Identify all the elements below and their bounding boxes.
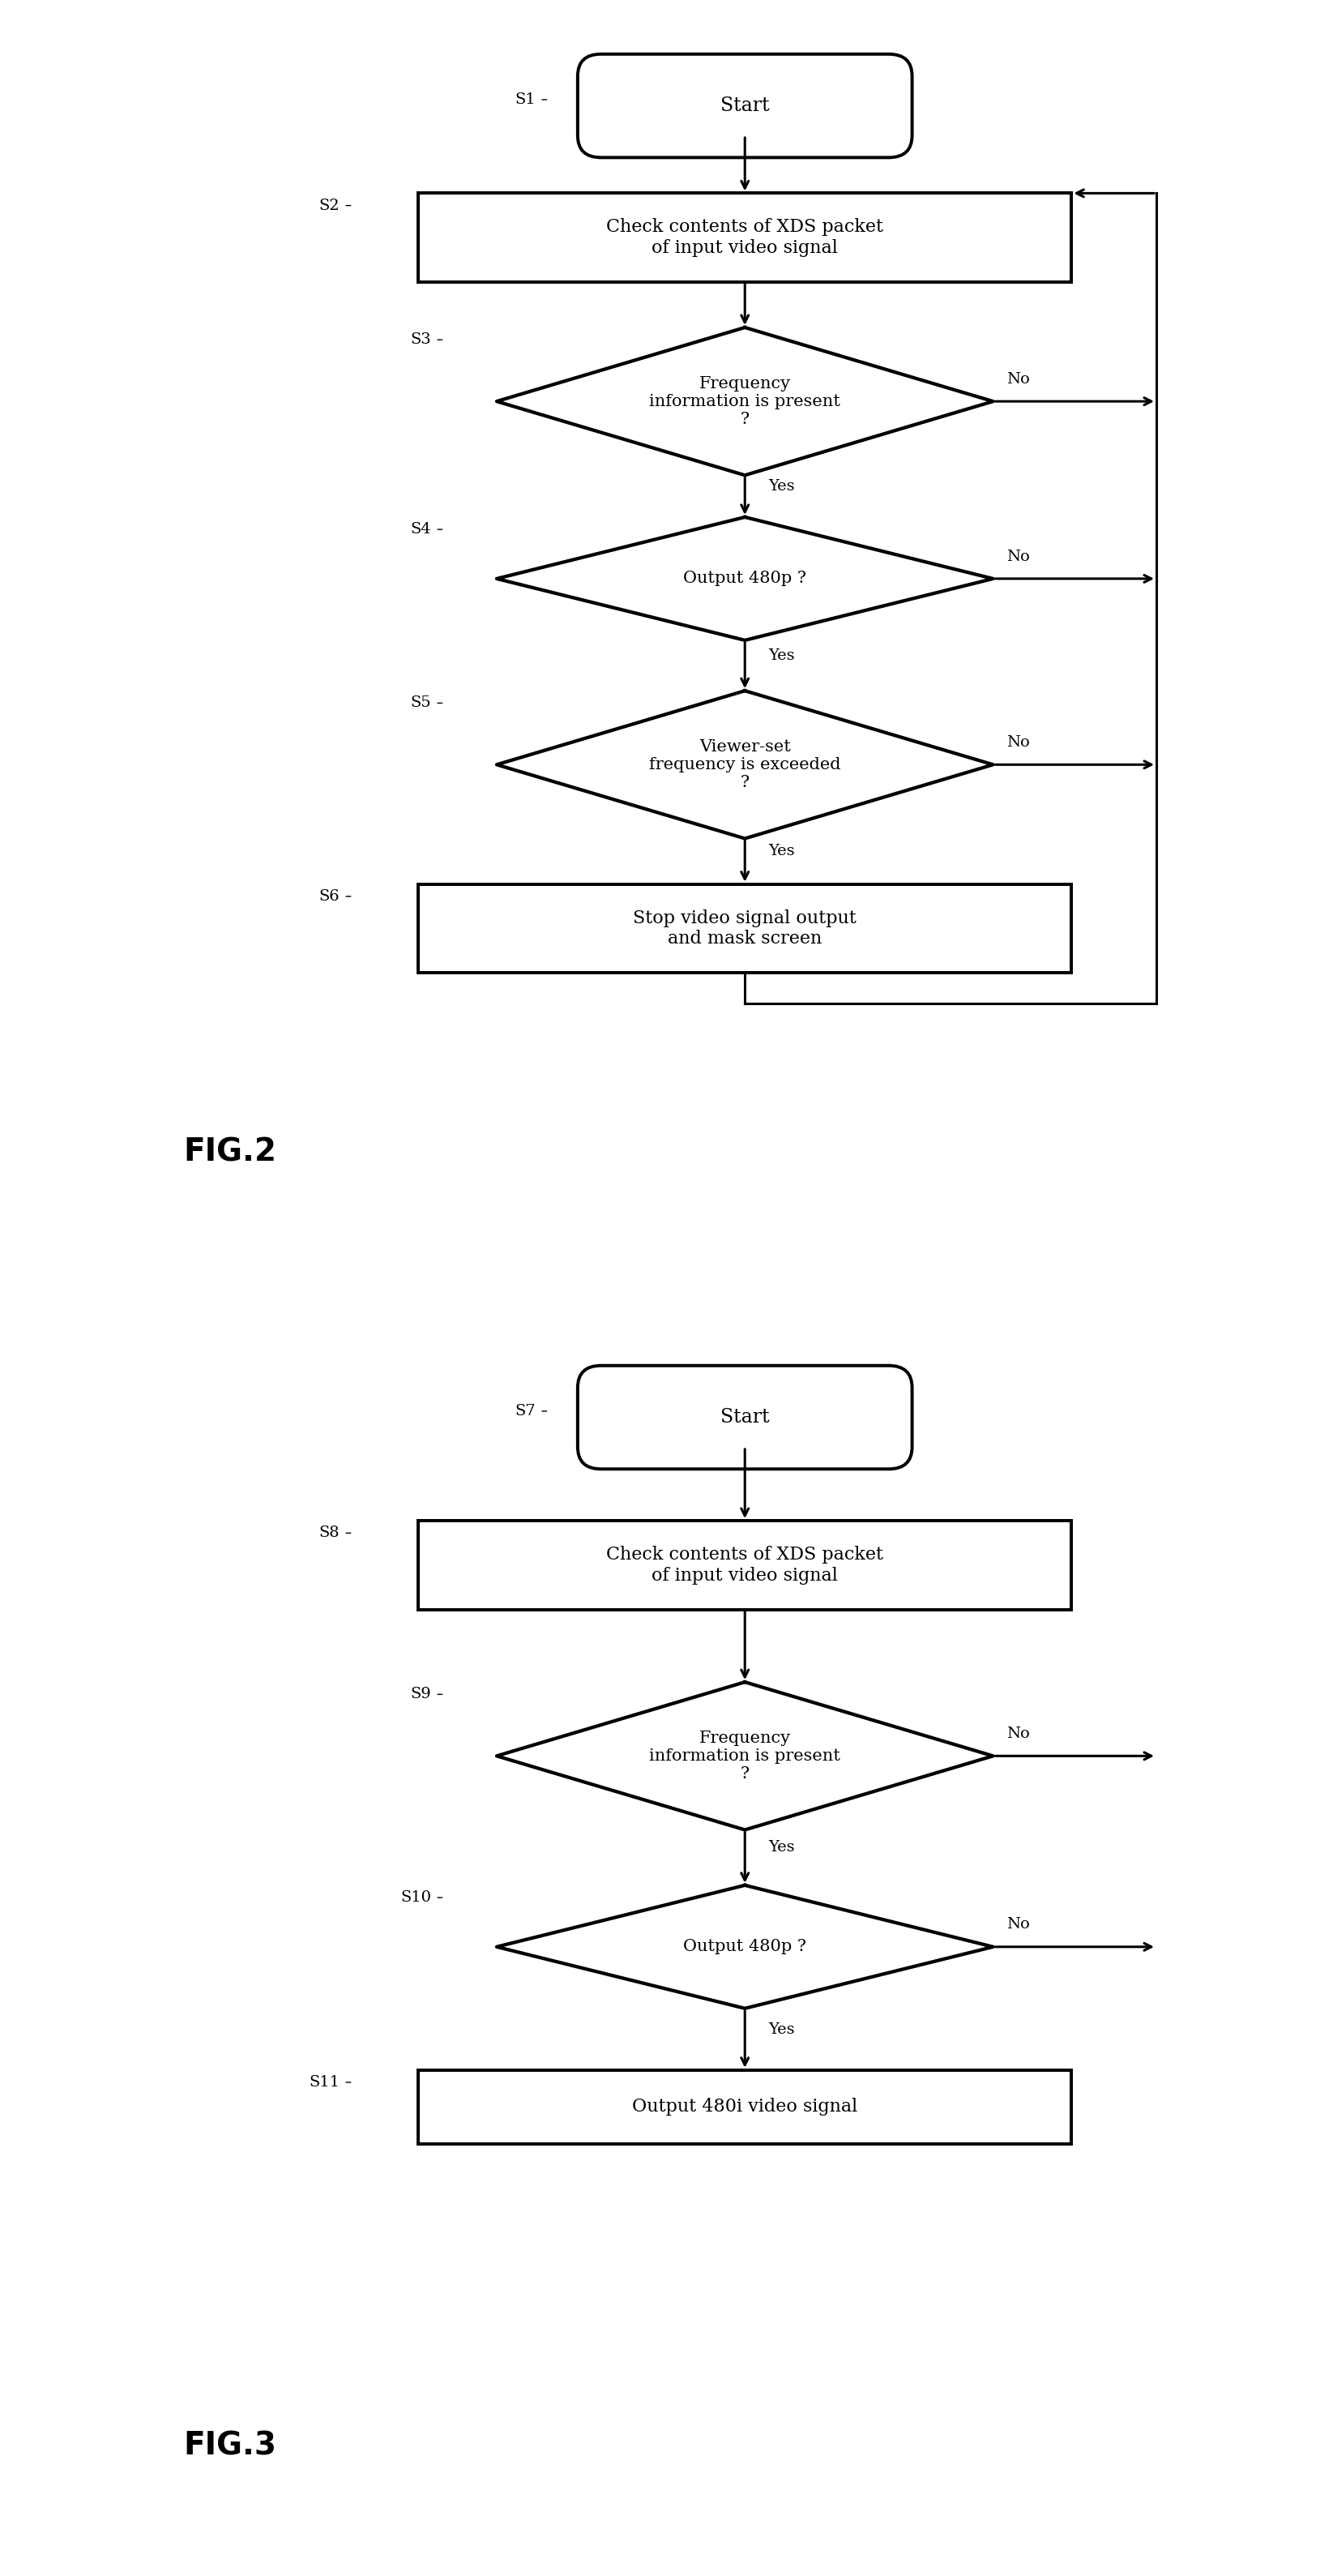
- Text: S9: S9: [411, 1687, 432, 1703]
- Text: Check contents of XDS packet
of input video signal: Check contents of XDS packet of input vi…: [607, 1546, 884, 1584]
- Text: No: No: [1006, 1917, 1029, 1932]
- Text: Start: Start: [720, 95, 769, 116]
- Text: S10: S10: [400, 1891, 432, 1904]
- Text: No: No: [1006, 549, 1029, 564]
- Text: Yes: Yes: [768, 479, 794, 495]
- FancyBboxPatch shape: [577, 1365, 912, 1468]
- Bar: [419, 193, 1072, 281]
- Text: S4: S4: [411, 523, 432, 536]
- Bar: [419, 884, 1072, 974]
- Text: Frequency
information is present
?: Frequency information is present ?: [649, 376, 840, 428]
- Text: S8: S8: [319, 1525, 340, 1540]
- Text: No: No: [1006, 371, 1029, 386]
- Text: Output 480i video signal: Output 480i video signal: [632, 2097, 857, 2115]
- Polygon shape: [497, 1682, 993, 1829]
- Text: S2: S2: [319, 198, 340, 214]
- Text: Viewer-set
frequency is exceeded
?: Viewer-set frequency is exceeded ?: [649, 739, 841, 791]
- Text: Stop video signal output
and mask screen: Stop video signal output and mask screen: [633, 909, 857, 948]
- Text: No: No: [1006, 1726, 1029, 1741]
- Text: S3: S3: [411, 332, 432, 348]
- Text: No: No: [1006, 734, 1029, 750]
- Text: Yes: Yes: [768, 1839, 794, 1855]
- FancyBboxPatch shape: [577, 54, 912, 157]
- Polygon shape: [497, 518, 993, 641]
- Text: FIG.2: FIG.2: [183, 1136, 276, 1167]
- Bar: [419, 1520, 1072, 1610]
- Text: Output 480p ?: Output 480p ?: [684, 1940, 806, 1955]
- Text: S5: S5: [411, 696, 432, 711]
- Text: Start: Start: [720, 1409, 769, 1427]
- Text: Yes: Yes: [768, 2022, 794, 2038]
- Polygon shape: [497, 690, 993, 840]
- Text: Output 480p ?: Output 480p ?: [684, 572, 806, 587]
- Polygon shape: [497, 327, 993, 474]
- Text: Check contents of XDS packet
of input video signal: Check contents of XDS packet of input vi…: [607, 219, 884, 258]
- Text: FIG.3: FIG.3: [183, 2429, 276, 2460]
- Text: S1: S1: [515, 93, 536, 108]
- Polygon shape: [497, 1886, 993, 2009]
- Text: S11: S11: [309, 2076, 340, 2089]
- Text: Frequency
information is present
?: Frequency information is present ?: [649, 1731, 840, 1783]
- Bar: [419, 2071, 1072, 2143]
- Text: Yes: Yes: [768, 845, 794, 858]
- Text: S6: S6: [319, 889, 340, 904]
- Text: S7: S7: [515, 1404, 536, 1419]
- Text: Yes: Yes: [768, 649, 794, 662]
